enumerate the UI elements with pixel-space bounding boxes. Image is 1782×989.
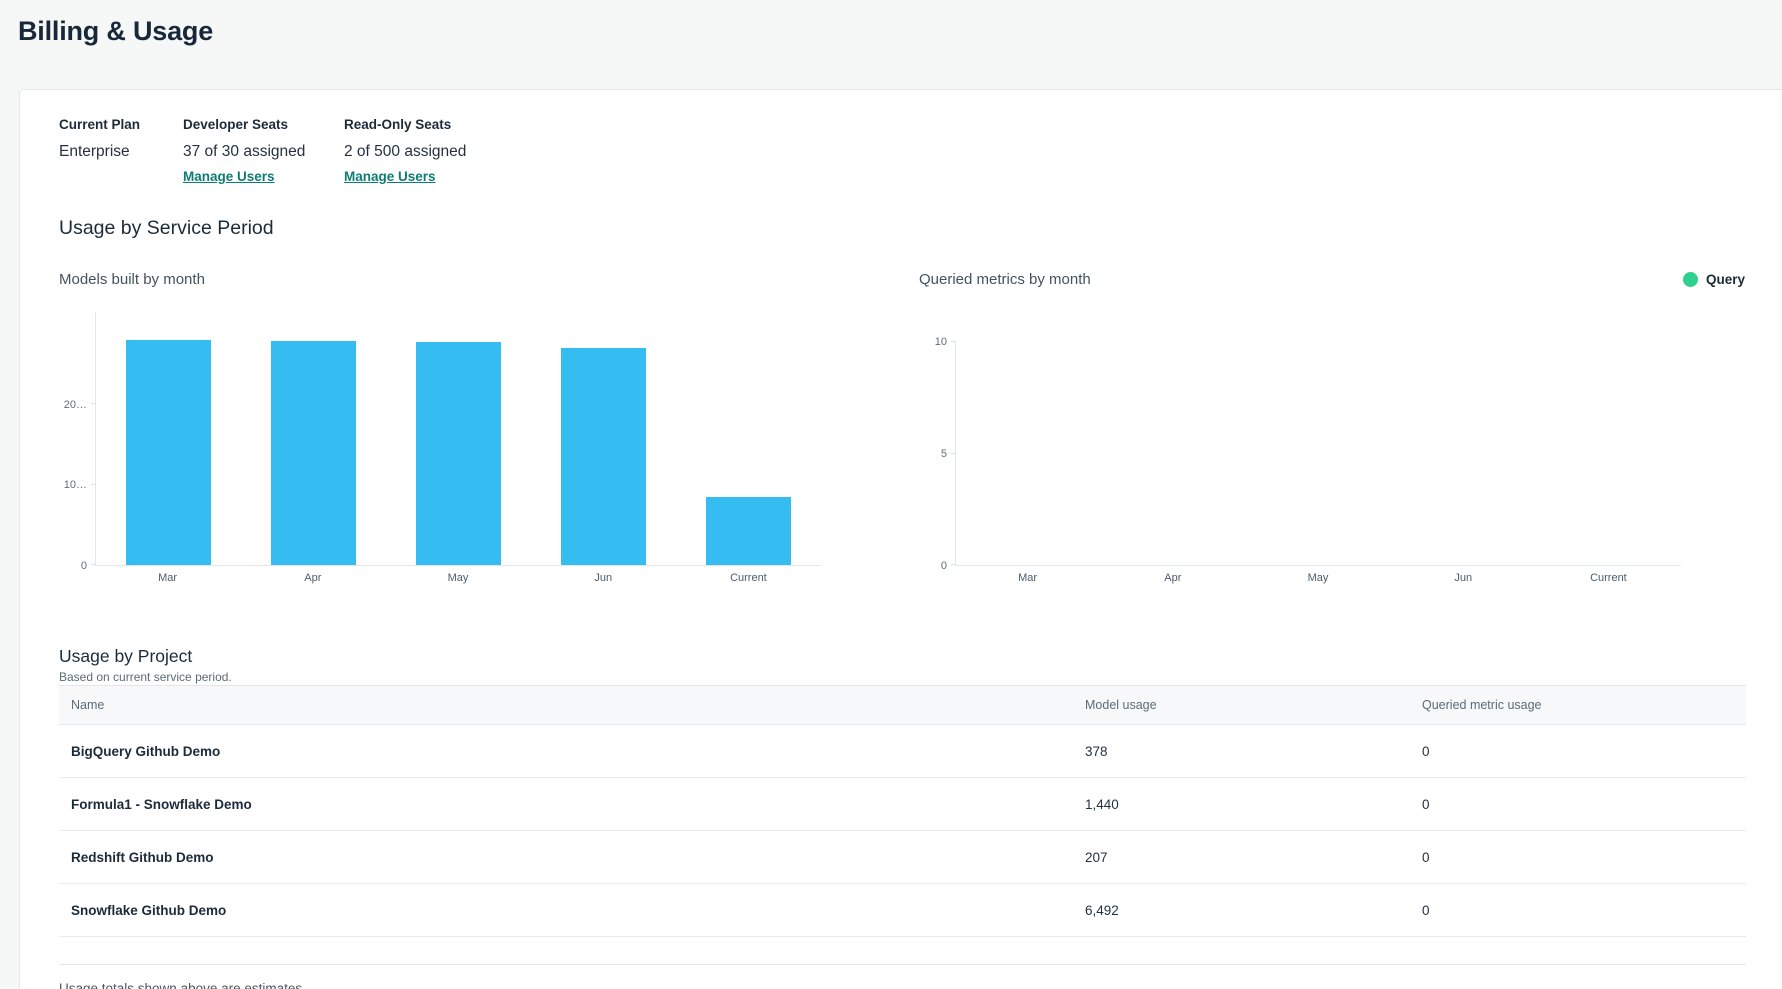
chart-legend: Query (1682, 272, 1745, 287)
queried-metrics-chart: Queried metrics by month Query 0 5 10 Mar A… (919, 270, 1745, 585)
bar-mar[interactable] (125, 340, 212, 565)
page-header: Billing & Usage (0, 0, 1782, 89)
plot-area (951, 341, 1681, 566)
usage-by-project-table: Name Model usage Queried metric usage Bi… (59, 685, 1746, 965)
models-built-chart: Models built by month 0 10… 20… Mar Apr May J… (59, 270, 821, 585)
queried-metrics-plot-wrap: 0 5 10 (919, 336, 1745, 572)
cell-model-usage: 6,492 (1085, 902, 1119, 918)
y-tick-mark (91, 403, 96, 405)
y-tick-mark (91, 483, 96, 485)
legend-dot-icon (1682, 272, 1698, 287)
x-axis-labels: Mar Apr May Jun Current (955, 572, 1681, 585)
current-plan-value: Enterprise (59, 143, 130, 160)
y-tick-label: 5 (940, 448, 947, 460)
plan-summary: Current Plan Enterprise Developer Seats … (59, 116, 1745, 186)
column-header-model-usage: Model usage (1085, 698, 1157, 712)
bar-slot (241, 312, 386, 565)
bar-slot (386, 312, 531, 565)
table-row: BigQuery Github Demo 378 0 (59, 725, 1746, 778)
column-header-name: Name (71, 698, 105, 712)
readonly-seats-label: Read-Only Seats (344, 117, 452, 132)
y-tick-label: 0 (940, 560, 947, 572)
cell-model-usage: 1,440 (1085, 796, 1119, 812)
developer-seats-column: Developer Seats 37 of 30 assigned Manage… (183, 116, 344, 186)
cell-queried-metric-usage: 0 (1422, 849, 1430, 865)
bar-slot (956, 342, 1101, 565)
cell-queried-metric-usage: 0 (1422, 743, 1430, 759)
y-tick-label: 10… (63, 479, 87, 492)
cell-model-usage: 207 (1085, 849, 1108, 865)
bar-may[interactable] (415, 341, 502, 565)
usage-estimates-note: Usage totals shown above are estimates. (59, 981, 306, 989)
y-axis: 0 10… 20… (59, 312, 95, 572)
manage-users-link-readonly[interactable]: Manage Users (344, 169, 436, 184)
x-axis-label: Apr (304, 572, 322, 584)
plot-area (91, 312, 821, 566)
charts-row: Models built by month 0 10… 20… Mar Apr May J… (59, 270, 1745, 585)
table-empty-row (59, 937, 1746, 965)
x-axis-label: Jun (594, 572, 613, 584)
y-tick-label: 20… (63, 398, 87, 411)
bar-slot (96, 312, 241, 565)
cell-project-name: Redshift Github Demo (71, 849, 214, 865)
current-plan-column: Current Plan Enterprise (59, 116, 183, 186)
y-tick-mark (951, 341, 956, 342)
queried-metrics-chart-title: Queried metrics by month (919, 271, 1091, 288)
readonly-seats-column: Read-Only Seats 2 of 500 assigned Manage… (344, 116, 466, 186)
y-tick-mark (951, 564, 956, 565)
bar-current[interactable] (705, 497, 792, 565)
cell-project-name: Snowflake Github Demo (71, 902, 227, 918)
bar-slot (676, 312, 821, 565)
models-built-chart-head: Models built by month (59, 270, 821, 289)
table-row: Formula1 - Snowflake Demo 1,440 0 (59, 778, 1746, 831)
cell-model-usage: 378 (1085, 743, 1108, 759)
x-axis-label: May (1307, 572, 1329, 584)
table-row: Redshift Github Demo 207 0 (59, 831, 1746, 884)
billing-card: Current Plan Enterprise Developer Seats … (19, 89, 1782, 989)
x-axis-label: Apr (1164, 572, 1182, 584)
cell-queried-metric-usage: 0 (1422, 796, 1430, 812)
x-axis-label: Mar (158, 572, 178, 584)
x-axis-label: Jun (1454, 572, 1473, 584)
x-axis-labels: Mar Apr May Jun Current (95, 572, 821, 585)
usage-by-project-subtitle: Based on current service period. (59, 670, 232, 684)
bar-apr[interactable] (270, 340, 357, 565)
models-built-plot-wrap: 0 10… 20… (59, 312, 821, 572)
cell-queried-metric-usage: 0 (1422, 902, 1430, 918)
y-axis: 0 5 10 (919, 336, 955, 572)
current-plan-label: Current Plan (59, 117, 141, 132)
manage-users-link-developer[interactable]: Manage Users (183, 169, 275, 184)
bar-slot (1536, 342, 1681, 565)
column-header-queried-metric-usage: Queried metric usage (1422, 698, 1542, 712)
bar-slot (1391, 342, 1536, 565)
usage-by-service-period-title: Usage by Service Period (59, 217, 274, 239)
y-tick-label: 10 (934, 336, 947, 348)
developer-seats-value: 37 of 30 assigned (183, 143, 306, 160)
queried-metrics-chart-head: Queried metrics by month Query (919, 270, 1745, 289)
usage-by-project-title: Usage by Project (59, 646, 193, 666)
x-axis-label: Mar (1018, 572, 1038, 584)
bars (956, 342, 1681, 565)
legend-label: Query (1705, 272, 1745, 287)
table-body: BigQuery Github Demo 378 0 Formula1 - Snowf… (59, 725, 1746, 937)
y-tick-mark (951, 452, 956, 454)
x-axis-label: Current (1590, 572, 1627, 584)
readonly-seats-value: 2 of 500 assigned (344, 143, 467, 160)
models-built-chart-title: Models built by month (59, 271, 205, 288)
y-tick-mark (91, 564, 96, 565)
x-axis-label: Current (730, 572, 767, 584)
x-axis-label: May (447, 572, 469, 584)
page-title: Billing & Usage (18, 16, 214, 46)
table-row: Snowflake Github Demo 6,492 0 (59, 884, 1746, 937)
cell-project-name: BigQuery Github Demo (71, 743, 221, 759)
cell-project-name: Formula1 - Snowflake Demo (71, 796, 252, 812)
bars (96, 312, 821, 565)
bar-slot (1101, 342, 1246, 565)
table-header-row: Name Model usage Queried metric usage (59, 686, 1746, 725)
y-tick-label: 0 (80, 560, 87, 572)
bar-slot (1246, 342, 1391, 565)
developer-seats-label: Developer Seats (183, 117, 289, 132)
bar-jun[interactable] (560, 348, 647, 565)
bar-slot (531, 312, 676, 565)
